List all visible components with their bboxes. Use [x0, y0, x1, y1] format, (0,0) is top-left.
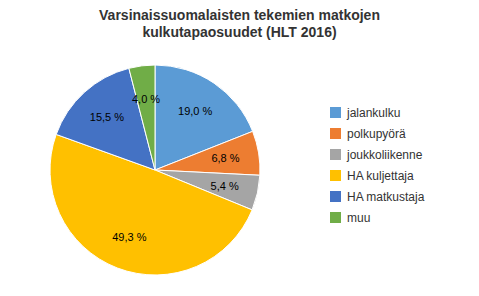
- legend-item: jalankulku: [330, 106, 400, 120]
- slice: [129, 65, 155, 170]
- data-label: 5,4 %: [211, 180, 239, 192]
- legend-label: joukkoliikenne: [346, 148, 423, 162]
- legend-swatch: [330, 170, 341, 181]
- chart: Varsinaissuomalaisten tekemien matkojenk…: [0, 0, 479, 296]
- legend-label: HA matkustaja: [347, 190, 425, 204]
- legend-item: HA matkustaja: [330, 190, 425, 204]
- legend-item: polkupyörä: [330, 127, 406, 141]
- legend-swatch: [330, 149, 341, 160]
- legend-item: HA kuljettaja: [330, 169, 414, 183]
- legend-swatch: [330, 107, 341, 118]
- legend: jalankulku polkupyörä joukkoliikenne HA kul…: [330, 106, 425, 225]
- data-label: 6,8 %: [211, 152, 239, 164]
- legend-label: jalankulku: [346, 106, 400, 120]
- legend-swatch: [330, 212, 341, 223]
- legend-swatch: [330, 191, 341, 202]
- pie: [50, 65, 260, 275]
- title: Varsinaissuomalaisten tekemien matkojenk…: [99, 7, 380, 40]
- legend-label: muu: [347, 211, 370, 225]
- legend-item: muu: [330, 211, 370, 225]
- legend-label: HA kuljettaja: [347, 169, 414, 183]
- data-label: 4,0 %: [132, 93, 160, 105]
- slice: [155, 131, 260, 175]
- legend-label: polkupyörä: [347, 127, 406, 141]
- data-label: 49,3 %: [112, 231, 146, 243]
- data-label: 19,0 %: [178, 105, 212, 117]
- legend-item: joukkoliikenne: [330, 148, 423, 162]
- data-label: 15,5 %: [90, 111, 124, 123]
- legend-swatch: [330, 128, 341, 139]
- data-labels: 19,0 % 6,8 % 5,4 % 49,3 % 15,5 % 4,0 %: [90, 93, 240, 242]
